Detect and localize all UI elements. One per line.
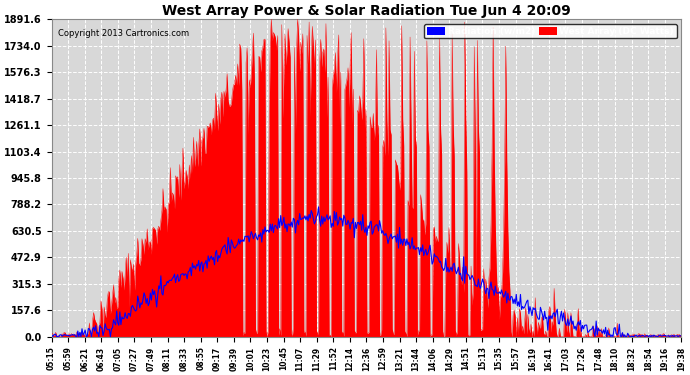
Text: Copyright 2013 Cartronics.com: Copyright 2013 Cartronics.com (58, 29, 189, 38)
Title: West Array Power & Solar Radiation Tue Jun 4 20:09: West Array Power & Solar Radiation Tue J… (162, 4, 571, 18)
Legend: Radiation (w/m2), West Array (DC Watts): Radiation (w/m2), West Array (DC Watts) (424, 24, 677, 38)
